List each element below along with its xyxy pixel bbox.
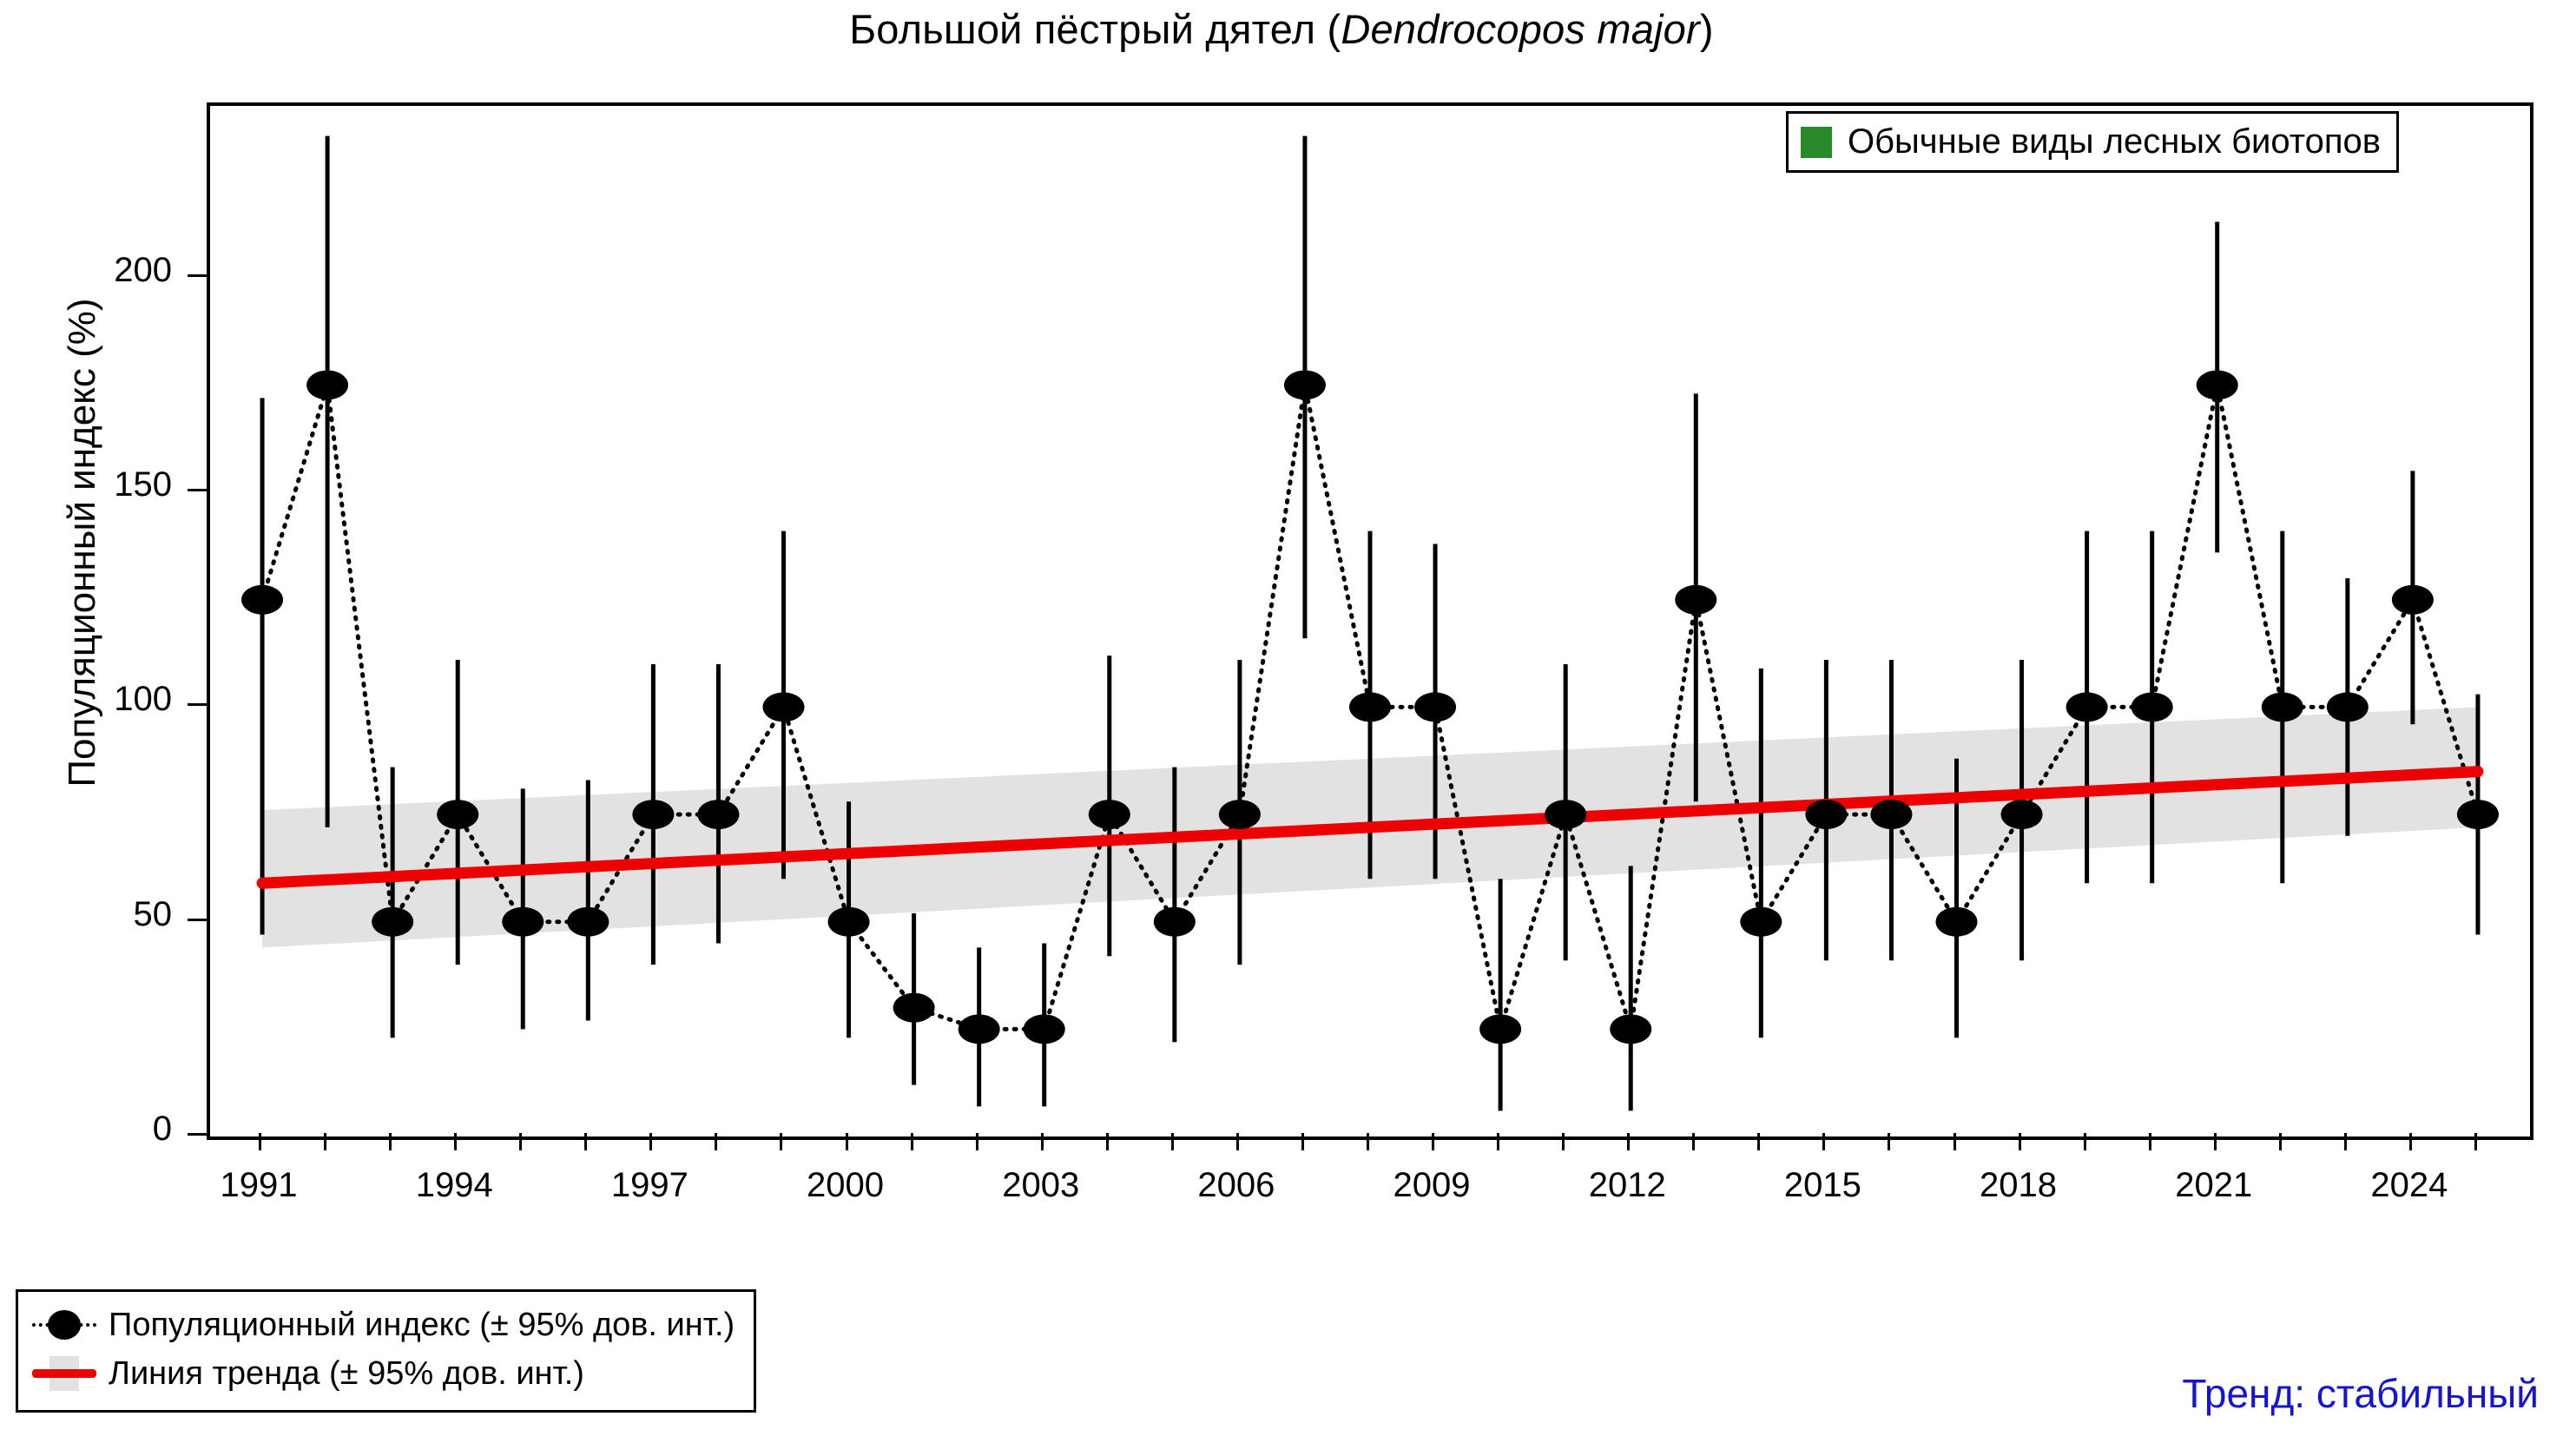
x-axis-tick — [2018, 1133, 2021, 1150]
x-axis-tick-label: 2006 — [1197, 1166, 1275, 1204]
y-axis-tick — [188, 489, 207, 492]
population-index-marker-icon — [32, 1310, 96, 1340]
x-axis-tick-label: 2012 — [1588, 1166, 1666, 1204]
x-axis-tick — [519, 1133, 523, 1150]
y-axis-label: Популяционный индекс (%) — [61, 298, 103, 787]
x-axis-tick — [324, 1133, 327, 1150]
x-axis-tick-label: 1994 — [415, 1166, 493, 1204]
x-axis-tick — [2474, 1133, 2477, 1150]
x-axis-tick — [1301, 1133, 1304, 1150]
legend-series: Популяционный индекс (± 95% дов. инт.) Л… — [16, 1289, 757, 1413]
y-axis-tick — [188, 918, 207, 921]
x-axis-tick-label: 2015 — [1783, 1166, 1861, 1204]
x-axis-tick — [649, 1133, 653, 1150]
x-axis-tick — [1040, 1133, 1044, 1150]
x-axis-tick — [1627, 1133, 1631, 1150]
x-axis-tick — [2343, 1133, 2347, 1150]
x-axis-tick — [1757, 1133, 1761, 1150]
chart-title-scientific: Dendrocopos major — [1341, 6, 1700, 52]
x-axis-tick — [584, 1133, 588, 1150]
x-axis-tick — [1888, 1133, 1891, 1150]
x-axis-tick — [1562, 1133, 1565, 1150]
x-axis-tick-label: 2000 — [807, 1166, 885, 1204]
legend-item-trend-label: Линия тренда (± 95% дов. инт.) — [109, 1354, 584, 1392]
x-axis-tick — [1105, 1133, 1109, 1150]
chart-title-common: Большой пёстрый дятел ( — [849, 6, 1341, 52]
x-axis-tick — [389, 1133, 392, 1150]
x-axis-tick — [2278, 1133, 2282, 1150]
x-axis-tick — [1822, 1133, 1826, 1150]
legend-item-index-label: Популяционный индекс (± 95% дов. инт.) — [109, 1306, 735, 1343]
trend-line-marker-icon — [32, 1356, 96, 1391]
legend-item-index: Популяционный индекс (± 95% дов. инт.) — [32, 1301, 735, 1349]
plot-area — [207, 102, 2533, 1140]
chart-title: Большой пёстрый дятел (Dendrocopos major… — [0, 5, 2563, 53]
x-axis-tick-label: 2021 — [2175, 1166, 2253, 1204]
x-axis-tick — [1953, 1133, 1956, 1150]
y-axis-tick-label: 200 — [114, 250, 172, 289]
x-axis-tick — [2408, 1133, 2412, 1150]
x-axis-tick — [1170, 1133, 1174, 1150]
x-axis-tick — [1497, 1133, 1500, 1150]
y-axis-tick-label: 0 — [152, 1110, 172, 1148]
y-axis-tick — [188, 703, 207, 707]
x-axis-tick — [845, 1133, 848, 1150]
trend-status-note: Тренд: стабильный — [2182, 1371, 2539, 1416]
legend-item-trend: Линия тренда (± 95% дов. инт.) — [32, 1349, 735, 1398]
x-axis-tick-label: 2003 — [1002, 1166, 1080, 1204]
x-axis-tick — [2213, 1133, 2217, 1150]
x-axis-tick-label: 1997 — [610, 1166, 689, 1204]
x-axis-tick — [259, 1133, 262, 1150]
y-axis-tick-label: 50 — [133, 894, 173, 933]
y-axis-tick-label: 100 — [114, 680, 172, 719]
y-axis-tick — [188, 1133, 207, 1136]
x-axis-tick — [910, 1133, 913, 1150]
data-layer — [241, 135, 2499, 1111]
x-axis-tick — [454, 1133, 458, 1150]
x-axis-tick — [1235, 1133, 1239, 1150]
x-axis-tick-label: 2009 — [1393, 1166, 1471, 1204]
x-axis-tick — [715, 1133, 718, 1150]
x-axis-tick-label: 2018 — [1980, 1166, 2058, 1204]
x-axis-tick — [975, 1133, 978, 1150]
x-axis-tick — [780, 1133, 783, 1150]
x-axis-tick — [1432, 1133, 1435, 1150]
chart-title-paren: ) — [1699, 6, 1714, 52]
legend-habitat-label: Обычные виды лесных биотопов — [1848, 122, 2382, 161]
x-axis-tick — [2148, 1133, 2151, 1150]
x-axis-tick-label: 2024 — [2370, 1166, 2448, 1204]
x-axis-tick-label: 1991 — [220, 1166, 298, 1204]
y-axis-tick-label: 150 — [114, 465, 172, 504]
x-axis-tick — [2083, 1133, 2086, 1150]
habitat-color-swatch — [1801, 126, 1832, 158]
y-axis-tick — [188, 273, 207, 277]
plot-inner — [210, 106, 2530, 1136]
x-axis-tick — [1367, 1133, 1369, 1150]
x-axis-tick — [1692, 1133, 1696, 1150]
legend-habitat-group: Обычные виды лесных биотопов — [1786, 111, 2400, 173]
